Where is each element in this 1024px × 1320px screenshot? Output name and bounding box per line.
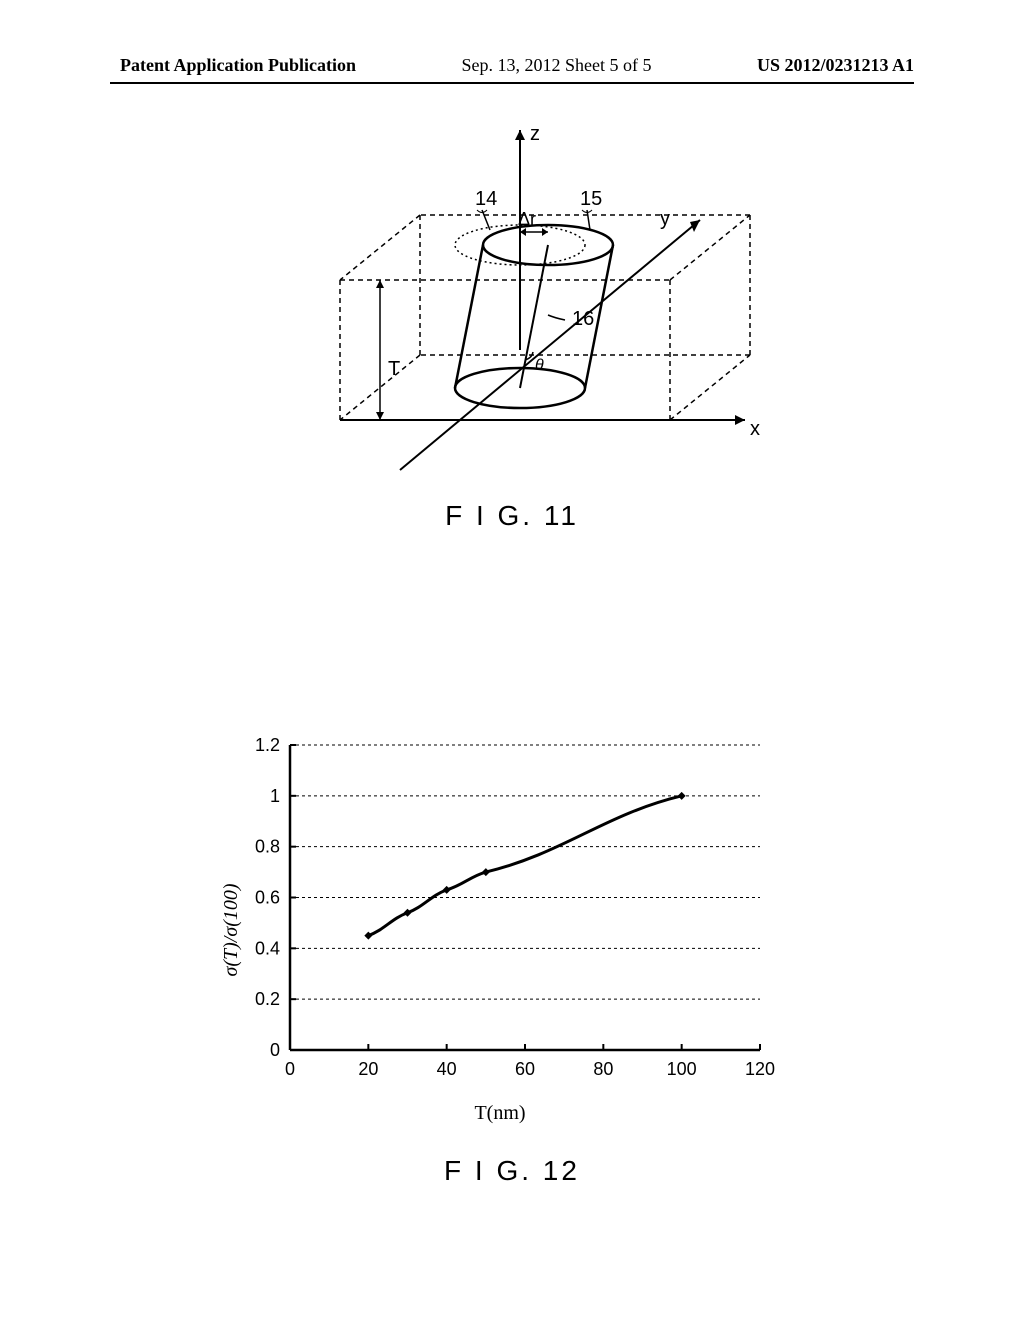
header-left: Patent Application Publication [120,55,356,76]
svg-text:40: 40 [437,1059,457,1079]
fig12-caption: F I G. 12 [444,1155,580,1187]
x-axis-label: x [750,418,760,440]
svg-text:60: 60 [515,1059,535,1079]
fig12-ylabel: σ(T)/σ(100) [220,883,243,976]
figure-12: σ(T)/σ(100) 0 20 40 60 80 100 120 0 0.2 0.4 0.6 0.8… [200,720,800,1140]
svg-text:0.6: 0.6 [255,888,280,908]
fig11-svg: z x y [270,120,770,490]
header-center: Sep. 13, 2012 Sheet 5 of 5 [462,55,652,76]
ref-15: 15 [580,188,602,210]
svg-text:1.2: 1.2 [255,735,280,755]
svg-text:0.2: 0.2 [255,989,280,1009]
svg-text:0.4: 0.4 [255,938,280,958]
svg-text:120: 120 [745,1059,775,1079]
ref-14: 14 [475,188,497,210]
fig12-xlabel: T(nm) [474,1102,525,1125]
page: Patent Application Publication Sep. 13, … [0,0,1024,1320]
y-axis-label: y [660,208,670,230]
header-right: US 2012/0231213 A1 [757,55,914,76]
svg-text:0: 0 [270,1040,280,1060]
fig12-svg: 0 20 40 60 80 100 120 0 0.2 0.4 0.6 0.8 1 1.2 [200,720,800,1140]
svg-text:100: 100 [667,1059,697,1079]
figure-11: z x y [270,120,770,490]
page-header: Patent Application Publication Sep. 13, … [0,55,1024,76]
svg-text:20: 20 [358,1059,378,1079]
svg-text:1: 1 [270,786,280,806]
header-rule [110,82,914,84]
theta-label: θ [535,357,544,374]
delta-r-label: Δr [518,209,536,229]
fig11-caption: F I G. 11 [445,500,579,532]
svg-text:0.8: 0.8 [255,837,280,857]
T-label: T [388,358,400,380]
svg-text:80: 80 [593,1059,613,1079]
z-axis-label: z [530,123,540,145]
svg-text:0: 0 [285,1059,295,1079]
ref-16: 16 [572,308,594,330]
